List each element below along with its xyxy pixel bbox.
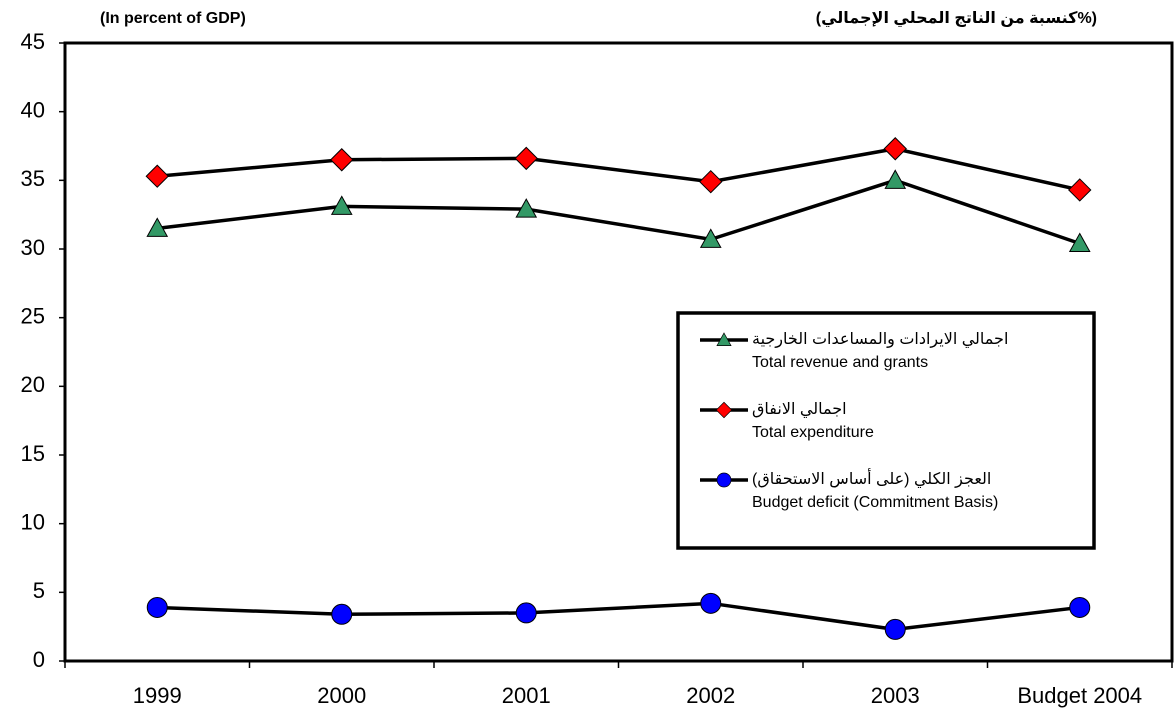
y-tick-label: 0 bbox=[33, 647, 45, 672]
legend-label: Total revenue and grants bbox=[752, 354, 928, 371]
data-point bbox=[699, 228, 722, 248]
x-tick-label: 2002 bbox=[686, 683, 735, 708]
data-point bbox=[146, 596, 168, 618]
data-point bbox=[1068, 178, 1092, 202]
data-point bbox=[145, 164, 169, 188]
y-tick-label: 5 bbox=[33, 578, 45, 603]
data-point bbox=[330, 195, 353, 215]
legend-label: Budget deficit (Commitment Basis) bbox=[752, 494, 998, 511]
chart-title: (In percent of GDP) bbox=[100, 10, 246, 27]
y-tick-label: 30 bbox=[21, 235, 45, 260]
data-point bbox=[699, 169, 723, 194]
data-point bbox=[146, 217, 169, 237]
data-point bbox=[700, 592, 722, 614]
y-tick-label: 10 bbox=[21, 509, 45, 534]
data-point bbox=[1068, 232, 1091, 253]
y-tick-label: 15 bbox=[21, 441, 45, 466]
legend-marker bbox=[715, 401, 733, 419]
data-point bbox=[515, 602, 537, 624]
data-point bbox=[514, 146, 538, 171]
legend-label: Total expenditure bbox=[752, 424, 874, 441]
legend-label-arabic: العجز الكلي (على أساس الاستحقاق) bbox=[752, 468, 991, 489]
chart-title-arabic: (كنسبة من الناتج المحلي الإجمالي%) bbox=[816, 10, 1097, 28]
data-point bbox=[331, 603, 353, 625]
data-point bbox=[883, 137, 907, 161]
y-tick-label: 20 bbox=[21, 372, 45, 397]
x-tick-label: 2000 bbox=[317, 683, 366, 708]
x-tick-label: 2003 bbox=[871, 683, 920, 708]
legend-marker bbox=[716, 472, 732, 488]
x-tick-label: 2001 bbox=[502, 683, 551, 708]
data-point bbox=[515, 198, 538, 218]
series-line bbox=[157, 601, 1080, 632]
series-line bbox=[157, 178, 1081, 246]
x-tick-label: Budget 2004 bbox=[1017, 683, 1142, 708]
y-tick-label: 45 bbox=[21, 29, 45, 54]
x-tick-label: 1999 bbox=[133, 683, 182, 708]
data-point bbox=[884, 618, 906, 640]
legend-label-arabic: اجمالي الانفاق bbox=[752, 401, 847, 419]
y-tick-label: 25 bbox=[21, 303, 45, 328]
legend-marker bbox=[716, 332, 732, 346]
legend-box bbox=[676, 311, 1096, 550]
y-tick-label: 35 bbox=[21, 166, 45, 191]
legend-label-arabic: اجمالي الايرادات والمساعدات الخارجية bbox=[752, 331, 1008, 349]
y-tick-label: 40 bbox=[21, 97, 45, 122]
data-point bbox=[1069, 596, 1091, 618]
data-point bbox=[884, 169, 907, 189]
data-point bbox=[330, 148, 354, 172]
series-line bbox=[157, 146, 1081, 192]
